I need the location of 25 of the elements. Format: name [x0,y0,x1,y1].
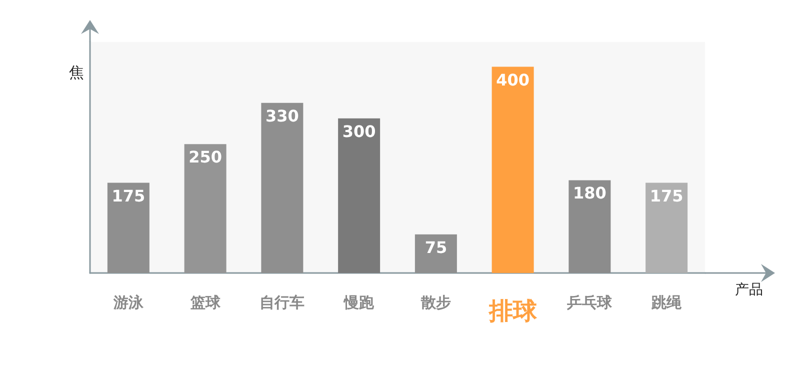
data-label: 175 [650,186,684,206]
x-tick-label: 游泳 [112,294,144,312]
data-label: 75 [424,238,448,257]
data-label: 330 [265,106,299,126]
bar [414,234,457,273]
x-axis-title: 产品 [735,282,763,298]
bar [338,118,380,273]
x-tick-label: 慢跑 [343,294,376,312]
data-label: 250 [188,148,222,167]
data-label: 300 [342,122,376,141]
x-tick-label: 散步 [420,294,451,312]
x-tick-label: 篮球 [189,294,222,312]
x-tick-label: 排球 [488,297,538,325]
bar [261,102,304,273]
data-label: 400 [496,70,530,90]
bar [646,182,688,273]
x-tick-label: 跳绳 [650,294,683,312]
bar [492,66,534,273]
bar [568,180,611,273]
x-tick-label: 自行车 [260,294,305,312]
y-axis-title: 焦 [69,64,84,82]
data-label: 180 [572,184,606,203]
x-tick-label: 乒乓球 [566,294,614,312]
data-label: 175 [112,186,146,206]
bar [107,182,150,273]
